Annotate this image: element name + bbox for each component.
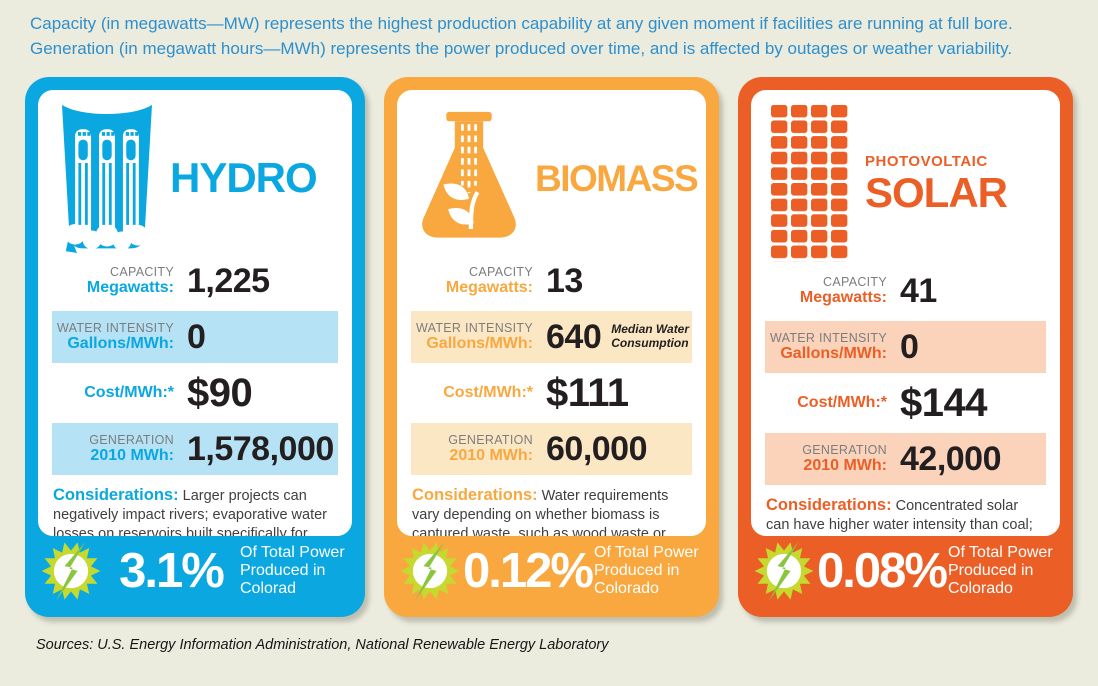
card-title: HYDRO — [170, 154, 318, 202]
stat-label-bottom: Megawatts: — [799, 289, 887, 307]
generation-value: 42,000 — [900, 439, 1002, 478]
stat-label-top: CAPACITY — [110, 264, 174, 279]
hydro-panel: HYDRO CAPACITY Megawatts: 1,225 WATER IN… — [38, 90, 352, 537]
considerations-text: Larger projects can negatively impact ri… — [53, 488, 328, 537]
generation-stat: GENERATION 2010 MWh: 1,578,000 — [52, 423, 338, 476]
stat-label-bottom: 2010 MWh: — [449, 447, 533, 465]
generation-value: 1,578,000 — [187, 429, 334, 468]
generation-stat: GENERATION 2010 MWh: 42,000 — [765, 433, 1046, 486]
cost-value: $144 — [900, 380, 987, 425]
water-intensity-value: 0 — [187, 317, 206, 356]
percent-of-total: 3.1% — [119, 543, 225, 598]
percent-caption: Of Total Power Produced in Colorado — [594, 544, 699, 598]
water-intensity-value: 0 — [900, 327, 919, 366]
capacity-stat: CAPACITY Megawatts: 41 — [765, 267, 1046, 315]
considerations: Considerations: Larger projects can nega… — [53, 485, 337, 536]
considerations-label: Considerations: — [412, 486, 538, 505]
stat-label-bottom: 2010 MWh: — [803, 457, 887, 475]
stat-label-bottom: Megawatts: — [86, 279, 174, 297]
card-biomass: BIOMASS CAPACITY Megawatts: 13 WATER INT… — [384, 77, 719, 618]
stat-label-bottom: Gallons/MWh: — [426, 335, 533, 353]
stat-label-top: WATER INTENSITY — [770, 330, 887, 345]
stat-label-top: CAPACITY — [469, 264, 533, 279]
solar-panel-icon — [771, 104, 851, 262]
stat-label-top: GENERATION — [802, 442, 887, 457]
water-intensity-note: Median Water Consumption — [611, 322, 690, 351]
stat-label-top: WATER INTENSITY — [416, 320, 533, 335]
stat-label-bottom: Gallons/MWh: — [67, 335, 174, 353]
card-hydro: HYDRO CAPACITY Megawatts: 1,225 WATER IN… — [25, 77, 365, 618]
energy-burst-icon — [40, 540, 102, 602]
considerations-label: Considerations: — [53, 486, 179, 505]
card-title: SOLAR — [865, 168, 1008, 216]
stat-label-top: CAPACITY — [823, 274, 887, 289]
percent-of-total: 0.12% — [463, 543, 594, 598]
water-intensity-stat: WATER INTENSITY Gallons/MWh: 640 Median … — [411, 311, 692, 364]
cost-value: $111 — [546, 370, 629, 415]
stat-label-top: GENERATION — [448, 432, 533, 447]
generation-definition: Generation (in megawatt hours—MWh) repre… — [30, 38, 1013, 58]
dam-icon — [58, 103, 156, 254]
water-intensity-stat: WATER INTENSITY Gallons/MWh: 0 — [765, 321, 1046, 374]
stat-label: Cost/MWh:* — [797, 394, 887, 412]
percent-caption: Of Total Power Produced in Colorad — [240, 544, 345, 598]
card-title: BIOMASS — [535, 157, 699, 199]
stat-label: Cost/MWh:* — [443, 384, 533, 402]
energy-burst-icon — [753, 540, 815, 602]
capacity-value: 1,225 — [187, 261, 270, 300]
energy-cards-row: HYDRO CAPACITY Megawatts: 1,225 WATER IN… — [0, 61, 1098, 618]
stat-label-bottom: Megawatts: — [445, 279, 533, 297]
solar-panel: PHOTOVOLTAIC SOLAR CAPACITY Megawatts: 4… — [751, 90, 1060, 537]
generation-value: 60,000 — [546, 429, 648, 468]
hydro-footer: 3.1% Of Total Power Produced in Colorad — [38, 538, 352, 604]
card-solar: PHOTOVOLTAIC SOLAR CAPACITY Megawatts: 4… — [738, 77, 1073, 618]
generation-stat: GENERATION 2010 MWh: 60,000 — [411, 423, 692, 476]
capacity-definition: Capacity (in megawatts—MW) represents th… — [30, 14, 1013, 33]
water-intensity-stat: WATER INTENSITY Gallons/MWh: 0 — [52, 311, 338, 364]
considerations: Considerations: Water requirements vary … — [412, 485, 691, 536]
solar-footer: 0.08% Of Total Power Produced in Colorad… — [751, 538, 1060, 604]
capacity-stat: CAPACITY Megawatts: 13 — [411, 257, 692, 305]
sources-line: Sources: U.S. Energy Information Adminis… — [36, 637, 609, 654]
cost-stat: Cost/MWh:* $111 — [411, 369, 692, 417]
card-eyebrow: PHOTOVOLTAIC — [865, 152, 988, 170]
considerations-text: Water requirements vary depending on whe… — [412, 488, 669, 537]
stat-label: Cost/MWh:* — [84, 384, 174, 402]
considerations-label: Considerations: — [766, 496, 892, 515]
cost-stat: Cost/MWh:* $90 — [52, 369, 338, 417]
flask-plant-icon — [417, 111, 521, 245]
percent-caption: Of Total Power Produced in Colorado — [948, 544, 1053, 598]
stat-label-bottom: 2010 MWh: — [90, 447, 174, 465]
capacity-value: 13 — [546, 261, 583, 300]
capacity-value: 41 — [900, 271, 937, 310]
stat-label-top: WATER INTENSITY — [57, 320, 174, 335]
percent-of-total: 0.08% — [817, 543, 948, 598]
capacity-stat: CAPACITY Megawatts: 1,225 — [52, 257, 338, 305]
stat-label-bottom: Gallons/MWh: — [780, 345, 887, 363]
water-intensity-value: 640 — [546, 317, 602, 356]
considerations: Considerations: Concentrated solar can h… — [766, 495, 1045, 536]
stat-label-top: GENERATION — [89, 432, 174, 447]
definitions-header: Capacity (in megawatts—MW) represents th… — [30, 12, 1068, 61]
biomass-panel: BIOMASS CAPACITY Megawatts: 13 WATER INT… — [397, 90, 706, 537]
energy-burst-icon — [399, 540, 461, 602]
cost-stat: Cost/MWh:* $144 — [765, 379, 1046, 427]
biomass-footer: 0.12% Of Total Power Produced in Colorad… — [397, 538, 706, 604]
cost-value: $90 — [187, 370, 253, 415]
considerations-text: Concentrated solar can have higher water… — [766, 498, 1033, 536]
